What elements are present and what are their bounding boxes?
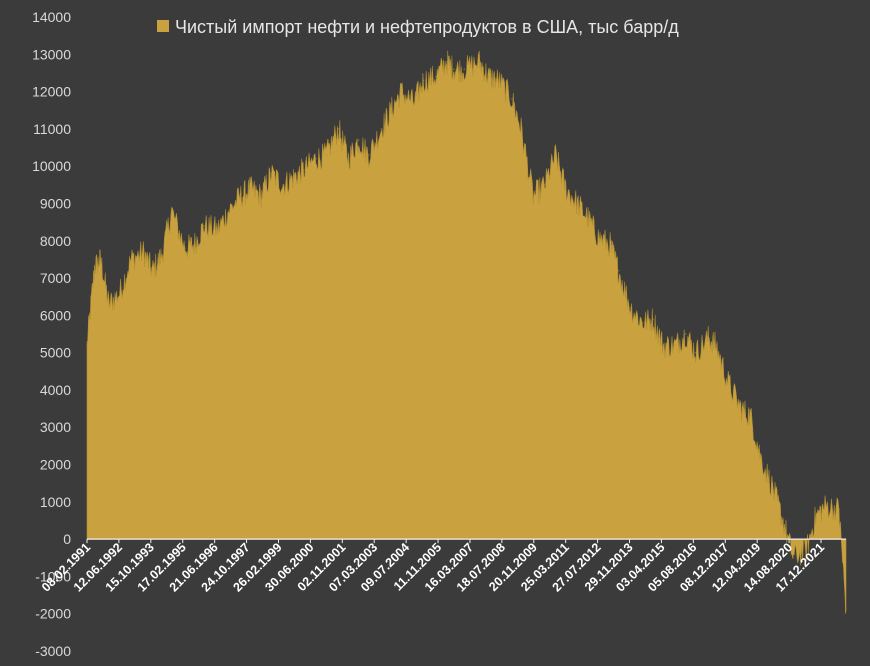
data-point xyxy=(130,258,132,261)
y-tick-label: 8000 xyxy=(40,233,71,249)
data-point xyxy=(390,109,392,111)
legend-label: Чистый импорт нефти и нефтепродуктов в С… xyxy=(175,17,679,37)
data-point xyxy=(554,154,557,156)
data-point xyxy=(695,351,697,354)
y-tick-label: 12000 xyxy=(32,84,71,100)
data-point xyxy=(227,210,230,212)
data-point xyxy=(282,184,285,186)
data-point xyxy=(715,344,717,347)
data-point xyxy=(292,176,295,179)
y-tick-label: 6000 xyxy=(40,307,71,323)
data-point xyxy=(93,266,96,268)
data-point xyxy=(347,157,350,160)
y-tick-label: 14000 xyxy=(32,9,71,25)
data-point xyxy=(357,139,360,141)
data-point xyxy=(380,128,383,130)
data-point xyxy=(487,75,490,78)
data-point xyxy=(662,344,664,347)
data-point xyxy=(617,269,620,272)
data-point xyxy=(142,251,145,253)
data-point xyxy=(511,98,513,100)
y-tick-label: 11000 xyxy=(33,121,71,137)
data-point xyxy=(151,269,154,272)
data-point xyxy=(652,318,654,320)
legend: Чистый импорт нефти и нефтепродуктов в С… xyxy=(157,17,679,37)
data-point xyxy=(782,519,784,522)
data-point xyxy=(325,154,327,156)
data-point xyxy=(543,184,546,186)
data-point xyxy=(160,254,163,257)
data-point xyxy=(445,61,448,63)
data-point xyxy=(565,187,567,190)
data-point xyxy=(684,333,687,335)
data-point xyxy=(759,456,762,458)
data-point xyxy=(337,128,340,130)
data-point xyxy=(260,195,262,197)
series-area xyxy=(86,50,847,614)
data-point xyxy=(727,381,729,384)
data-point xyxy=(824,504,827,507)
data-point xyxy=(203,225,205,227)
data-point xyxy=(315,157,317,160)
data-point xyxy=(240,195,242,197)
data-point xyxy=(422,79,425,82)
y-tick-label: 1000 xyxy=(40,494,71,510)
data-point xyxy=(674,344,677,347)
data-point xyxy=(845,609,847,611)
data-point xyxy=(532,195,535,197)
data-point xyxy=(792,557,795,559)
y-tick-label: -1000 xyxy=(35,568,71,584)
data-point xyxy=(520,128,522,130)
data-point xyxy=(193,243,195,246)
plot-area xyxy=(86,50,847,614)
data-point xyxy=(478,61,481,63)
data-point xyxy=(463,68,466,70)
data-point xyxy=(749,415,752,417)
data-point xyxy=(587,217,589,220)
data-point xyxy=(368,154,370,156)
data-point xyxy=(805,549,808,552)
data-point xyxy=(249,187,252,190)
data-point xyxy=(629,307,632,309)
data-point xyxy=(86,344,88,347)
y-tick-label: 13000 xyxy=(32,46,71,62)
data-point xyxy=(400,90,403,93)
data-point xyxy=(118,292,121,294)
data-point xyxy=(740,407,742,410)
data-point xyxy=(838,508,840,511)
data-point xyxy=(435,75,437,78)
y-tick-label: -3000 xyxy=(35,643,71,659)
data-point xyxy=(772,489,775,492)
data-point xyxy=(597,236,600,238)
data-point xyxy=(217,228,219,231)
data-point xyxy=(576,202,579,205)
data-point xyxy=(814,515,817,518)
x-axis: 08.02.199112.06.199215.10.199317.02.1995… xyxy=(39,539,827,594)
y-tick-label: 9000 xyxy=(40,196,71,212)
legend-swatch xyxy=(157,20,169,32)
y-tick-label: 2000 xyxy=(40,457,71,473)
data-point xyxy=(498,79,500,82)
y-axis: 1400013000120001100010000900080007000600… xyxy=(32,9,71,659)
y-tick-label: 7000 xyxy=(40,270,71,286)
data-point xyxy=(453,68,455,70)
data-point xyxy=(642,322,644,324)
data-point xyxy=(270,172,273,175)
data-point xyxy=(413,102,415,104)
y-tick-label: 0 xyxy=(63,531,71,547)
data-point xyxy=(184,247,186,249)
y-tick-label: 5000 xyxy=(40,345,71,361)
y-tick-label: 4000 xyxy=(40,382,71,398)
data-point xyxy=(303,169,305,171)
y-tick-label: 10000 xyxy=(32,158,71,174)
data-point xyxy=(108,303,110,306)
y-tick-label: -2000 xyxy=(35,606,71,622)
data-point xyxy=(99,258,102,261)
y-tick-label: 3000 xyxy=(40,419,71,435)
data-point xyxy=(170,210,173,212)
data-point xyxy=(707,336,709,339)
data-point xyxy=(609,243,611,246)
